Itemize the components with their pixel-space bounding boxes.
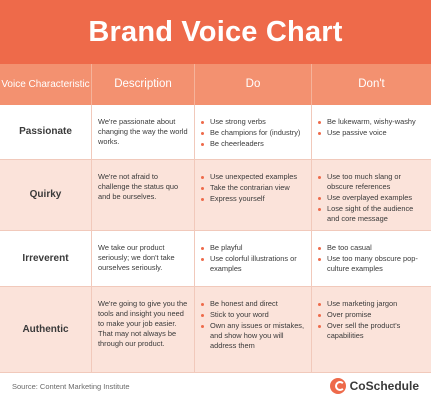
do-item: Be cheerleaders xyxy=(201,139,300,149)
header-dont: Don't xyxy=(358,77,385,90)
header-description: Description xyxy=(92,64,195,105)
do-cell: Use unexpected examples Take the contrar… xyxy=(195,160,312,230)
coschedule-logo-icon xyxy=(329,378,346,394)
table-row: Passionate We're passionate about changi… xyxy=(0,105,431,160)
do-list: Use strong verbs Be champions for (indus… xyxy=(201,117,300,150)
description-cell: We're going to give you the tools and in… xyxy=(92,287,195,372)
logo-text: CoSchedule xyxy=(349,379,419,393)
do-item: Use colorful illustrations or examples xyxy=(201,254,305,274)
do-item: Be champions for (industry) xyxy=(201,128,300,138)
dont-cell: Use marketing jargon Over promise Over s… xyxy=(312,287,431,372)
characteristic-cell: Authentic xyxy=(0,287,92,372)
do-list: Use unexpected examples Take the contrar… xyxy=(201,172,297,205)
do-cell: Use strong verbs Be champions for (indus… xyxy=(195,105,312,159)
do-item: Take the contrarian view xyxy=(201,183,297,193)
description-cell: We're not afraid to challenge the status… xyxy=(92,160,195,230)
description-cell: We take our product seriously; we don't … xyxy=(92,231,195,286)
dont-item: Use too much slang or obscure references xyxy=(318,172,425,192)
characteristic-cell: Quirky xyxy=(0,160,92,230)
dont-item: Use overplayed examples xyxy=(318,193,425,203)
do-item: Use strong verbs xyxy=(201,117,300,127)
characteristic-cell: Passionate xyxy=(0,105,92,159)
do-list: Be playful Use colorful illustrations or… xyxy=(201,243,305,275)
description-cell: We're passionate about changing the way … xyxy=(92,105,195,159)
source-credit: Source: Content Marketing Institute xyxy=(12,381,130,391)
dont-item: Be too casual xyxy=(318,243,425,253)
dont-cell: Be lukewarm, wishy-washy Use passive voi… xyxy=(312,105,431,159)
dont-list: Be lukewarm, wishy-washy Use passive voi… xyxy=(318,117,416,139)
dont-list: Be too casual Use too many obscure pop-c… xyxy=(318,243,425,275)
dont-item: Lose sight of the audience and core mess… xyxy=(318,204,425,224)
do-item: Own any issues or mistakes, and show how… xyxy=(201,321,305,351)
dont-item: Use marketing jargon xyxy=(318,299,425,309)
table-header: Voice Characteristic Description Do Don'… xyxy=(0,64,431,105)
coschedule-logo: CoSchedule xyxy=(329,378,419,394)
header-voice-characteristic: Voice Characteristic xyxy=(0,64,92,105)
do-cell: Be honest and direct Stick to your word … xyxy=(195,287,312,372)
table-row: Authentic We're going to give you the to… xyxy=(0,287,431,373)
do-item: Be honest and direct xyxy=(201,299,305,309)
dont-cell: Use too much slang or obscure references… xyxy=(312,160,431,230)
do-item: Be playful xyxy=(201,243,305,253)
do-list: Be honest and direct Stick to your word … xyxy=(201,299,305,352)
table-row: Quirky We're not afraid to challenge the… xyxy=(0,160,431,231)
dont-item: Use too many obscure pop-culture example… xyxy=(318,254,425,274)
voice-table: Passionate We're passionate about changi… xyxy=(0,105,431,373)
dont-list: Use marketing jargon Over promise Over s… xyxy=(318,299,425,342)
do-item: Express yourself xyxy=(201,194,297,204)
chart-title: Brand Voice Chart xyxy=(88,15,343,48)
dont-item: Over promise xyxy=(318,310,425,320)
dont-cell: Be too casual Use too many obscure pop-c… xyxy=(312,231,431,286)
do-item: Use unexpected examples xyxy=(201,172,297,182)
characteristic-cell: Irreverent xyxy=(0,231,92,286)
dont-item: Over sell the product's capabilities xyxy=(318,321,425,341)
header-do: Do xyxy=(195,64,312,105)
footer: Source: Content Marketing Institute CoSc… xyxy=(0,372,431,400)
dont-item: Be lukewarm, wishy-washy xyxy=(318,117,416,127)
do-item: Stick to your word xyxy=(201,310,305,320)
title-banner: Brand Voice Chart xyxy=(0,0,431,64)
dont-item: Use passive voice xyxy=(318,128,416,138)
dont-list: Use too much slang or obscure references… xyxy=(318,172,425,225)
table-row: Irreverent We take our product seriously… xyxy=(0,231,431,287)
do-cell: Be playful Use colorful illustrations or… xyxy=(195,231,312,286)
